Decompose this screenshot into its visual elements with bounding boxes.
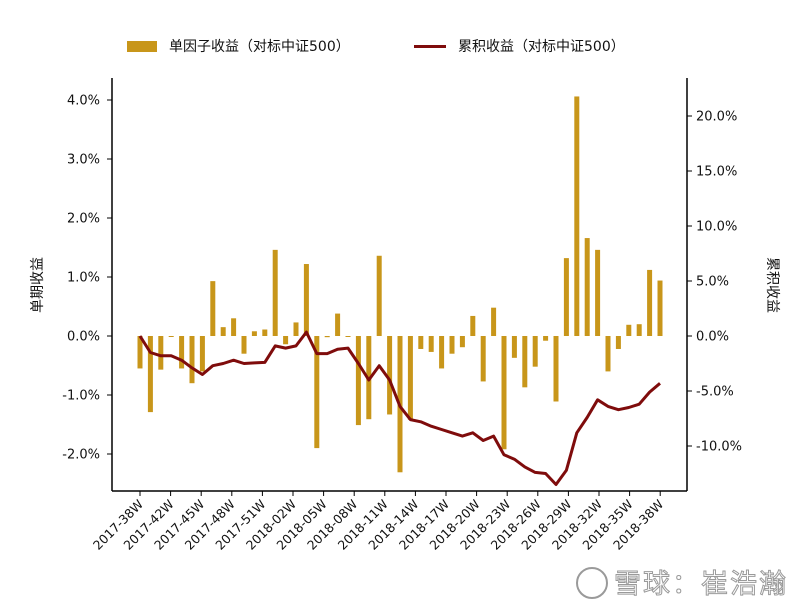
legend-item-line[interactable]: 累积收益（对标中证500）: [414, 34, 625, 58]
bar: [147, 336, 153, 413]
bar-swatch-icon: [127, 40, 157, 52]
bar: [449, 336, 455, 354]
bar: [615, 336, 621, 349]
left-tick-label: -2.0%: [62, 448, 100, 463]
bar: [179, 336, 185, 369]
bar: [459, 336, 465, 348]
cumulative-line: [138, 330, 661, 486]
bar: [335, 313, 341, 336]
bar: [376, 255, 382, 336]
left-tick-label: -1.0%: [62, 389, 100, 404]
legend-item-bar[interactable]: 单因子收益（对标中证500）: [127, 34, 350, 58]
bar: [563, 258, 569, 336]
bar: [189, 336, 195, 384]
bar: [345, 336, 351, 337]
bar: [158, 336, 164, 370]
bar: [231, 318, 237, 336]
bar: [324, 336, 330, 338]
bar: [293, 322, 299, 336]
bar: [511, 336, 517, 358]
bar: [553, 336, 559, 402]
bar: [626, 324, 632, 336]
watermark-text: 雪球：崔浩瀚: [614, 569, 788, 601]
bar: [220, 327, 226, 336]
bar: [470, 315, 476, 336]
left-tick-label: 4.0%: [67, 94, 100, 109]
left-tick-label: 3.0%: [67, 153, 100, 168]
bar: [480, 336, 486, 382]
bar: [532, 336, 538, 367]
bar: [428, 336, 434, 352]
bar: [418, 336, 424, 349]
right-axis-title: 累积收益: [764, 257, 780, 313]
bar: [647, 269, 653, 336]
right-tick-label: 20.0%: [696, 110, 737, 125]
bar: [314, 336, 320, 449]
bar: [283, 336, 289, 345]
bar: [355, 336, 361, 426]
bar: [522, 336, 528, 388]
bar: [210, 281, 216, 336]
bar-series: [137, 96, 663, 473]
bar: [439, 336, 445, 369]
bar: [272, 249, 278, 336]
bar: [636, 324, 642, 336]
right-tick-label: 0.0%: [696, 330, 729, 345]
bar: [251, 331, 257, 336]
legend-bar-label: 单因子收益（对标中证500）: [169, 39, 350, 55]
right-tick-label: 5.0%: [696, 275, 729, 290]
watermark: 雪球：崔浩瀚: [576, 562, 788, 602]
bar: [491, 307, 497, 336]
right-tick-label: -10.0%: [696, 440, 742, 455]
bar: [605, 336, 611, 372]
bar: [657, 280, 663, 336]
bar: [241, 336, 247, 354]
bar: [387, 336, 393, 415]
left-tick-label: 0.0%: [67, 330, 100, 345]
bar: [501, 336, 507, 450]
line-swatch-icon: [414, 44, 446, 48]
bar: [584, 238, 590, 336]
right-tick-label: 10.0%: [696, 220, 737, 235]
bar: [262, 329, 268, 336]
snowball-logo-icon: [576, 566, 608, 599]
bar: [595, 249, 601, 336]
bar: [303, 264, 309, 336]
bar: [137, 336, 143, 369]
left-axis-title: 单期收益: [30, 257, 46, 313]
legend: 单因子收益（对标中证500） 累积收益（对标中证500）: [0, 34, 800, 58]
bar: [199, 336, 205, 372]
left-tick-label: 1.0%: [67, 271, 100, 286]
right-tick-label: -5.0%: [696, 385, 734, 400]
left-tick-label: 2.0%: [67, 212, 100, 227]
right-tick-label: 15.0%: [696, 165, 737, 180]
bar: [168, 336, 174, 337]
bar: [407, 336, 413, 420]
legend-line-label: 累积收益（对标中证500）: [458, 39, 625, 55]
bar: [574, 96, 580, 337]
bar: [543, 336, 549, 341]
